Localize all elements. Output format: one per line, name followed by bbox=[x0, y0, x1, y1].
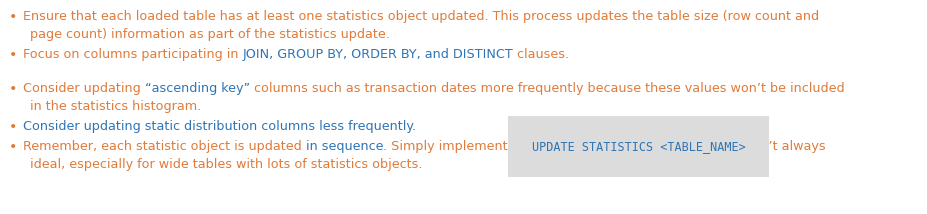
Text: ideal, especially for wide tables with lots of statistics objects.: ideal, especially for wide tables with l… bbox=[30, 158, 422, 171]
Text: columns such as transaction dates more frequently because these values won’t be : columns such as transaction dates more f… bbox=[249, 82, 844, 95]
Text: “ascending key”: “ascending key” bbox=[145, 82, 249, 95]
Text: •: • bbox=[9, 82, 18, 96]
Text: JOIN, GROUP BY, ORDER BY, and DISTINCT: JOIN, GROUP BY, ORDER BY, and DISTINCT bbox=[242, 48, 513, 61]
Text: clauses.: clauses. bbox=[513, 48, 569, 61]
Text: Ensure that each loaded table has at least one statistics object updated. This p: Ensure that each loaded table has at lea… bbox=[23, 10, 819, 23]
Text: •: • bbox=[9, 48, 18, 62]
Text: in sequence: in sequence bbox=[305, 140, 383, 153]
Text: Consider updating: Consider updating bbox=[23, 82, 145, 95]
Text: isn’t always: isn’t always bbox=[744, 140, 824, 153]
Text: page count) information as part of the statistics update.: page count) information as part of the s… bbox=[30, 28, 389, 41]
Text: •: • bbox=[9, 10, 18, 24]
Text: Remember, each statistic object is updated: Remember, each statistic object is updat… bbox=[23, 140, 305, 153]
Text: Consider updating static distribution columns less frequently.: Consider updating static distribution co… bbox=[23, 120, 415, 133]
Text: Focus on columns participating in: Focus on columns participating in bbox=[23, 48, 242, 61]
Text: UPDATE STATISTICS <TABLE_NAME>: UPDATE STATISTICS <TABLE_NAME> bbox=[531, 140, 744, 153]
Text: . Simply implementing: . Simply implementing bbox=[383, 140, 531, 153]
Text: in the statistics histogram.: in the statistics histogram. bbox=[30, 100, 201, 113]
Text: •: • bbox=[9, 120, 18, 134]
Text: •: • bbox=[9, 140, 18, 154]
